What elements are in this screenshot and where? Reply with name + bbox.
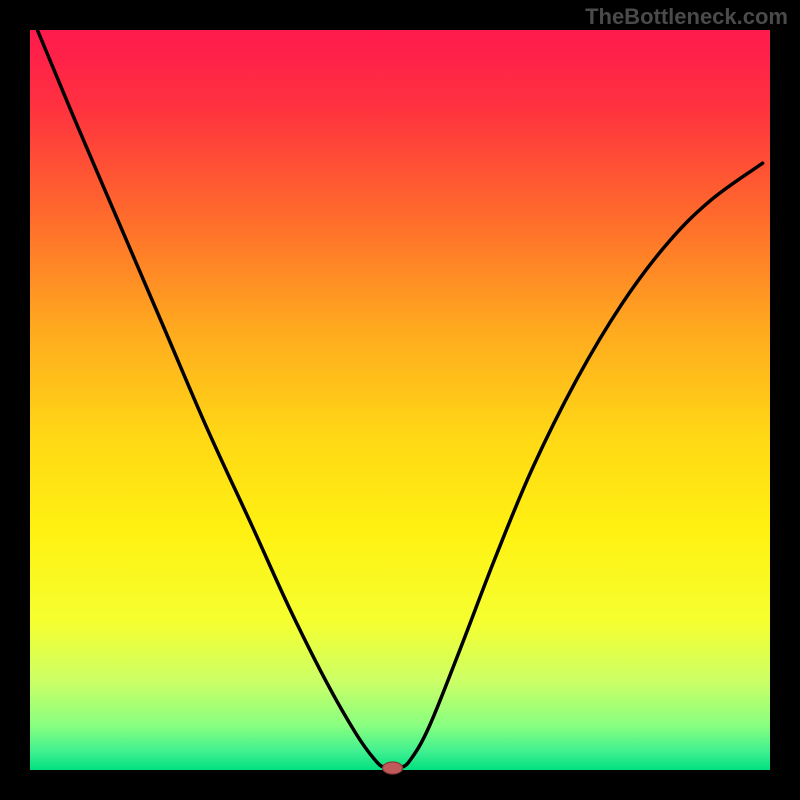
optimal-marker (383, 762, 403, 774)
bottleneck-chart (0, 0, 800, 800)
plot-background (30, 30, 770, 770)
watermark-text: TheBottleneck.com (585, 4, 788, 30)
